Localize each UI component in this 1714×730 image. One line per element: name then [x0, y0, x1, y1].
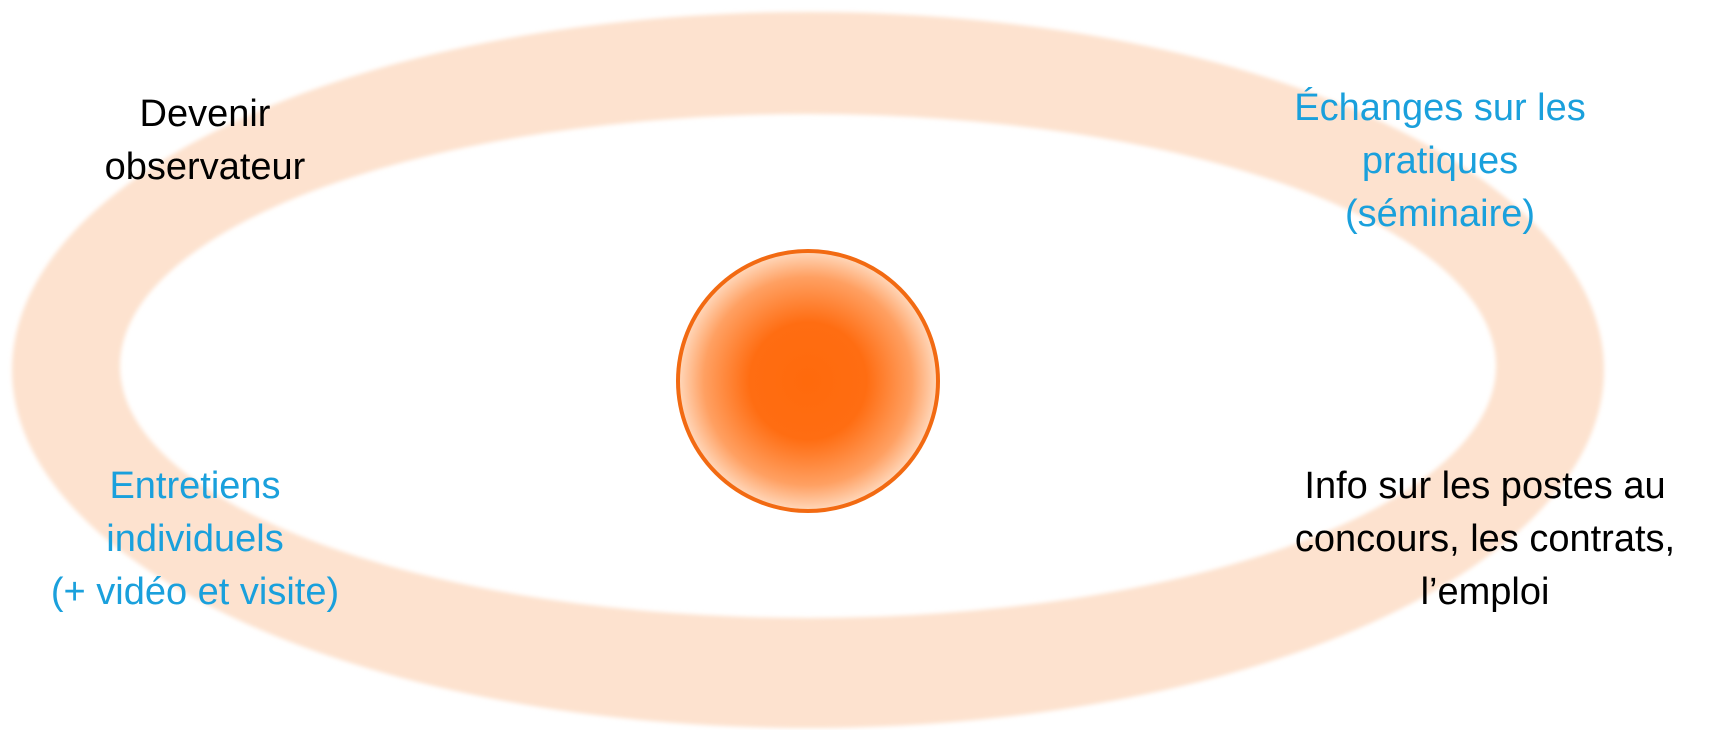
label-line: (séminaire)	[1344, 193, 1536, 235]
label-line: Devenir	[139, 93, 271, 135]
label-echanges-pratiques: Échanges sur les pratiques (séminaire)	[1240, 82, 1640, 241]
label-devenir-observateur: Devenir observateur	[40, 88, 370, 194]
label-line: pratiques	[1361, 140, 1519, 182]
label-line: l’emploi	[1420, 571, 1550, 613]
label-line: Info sur les postes au	[1304, 465, 1666, 507]
label-line: Entretiens	[109, 465, 281, 507]
label-line: individuels	[106, 518, 284, 560]
label-entretiens-individuels: Entretiens individuels (+ vidéo et visit…	[10, 460, 380, 619]
label-line: Échanges sur les	[1294, 87, 1586, 129]
core-circle	[676, 249, 940, 513]
label-info-postes: Info sur les postes au concours, les con…	[1265, 460, 1705, 619]
label-line: concours, les contrats,	[1294, 518, 1676, 560]
label-line: (+ vidéo et visite)	[50, 571, 340, 613]
label-line: observateur	[104, 146, 306, 188]
